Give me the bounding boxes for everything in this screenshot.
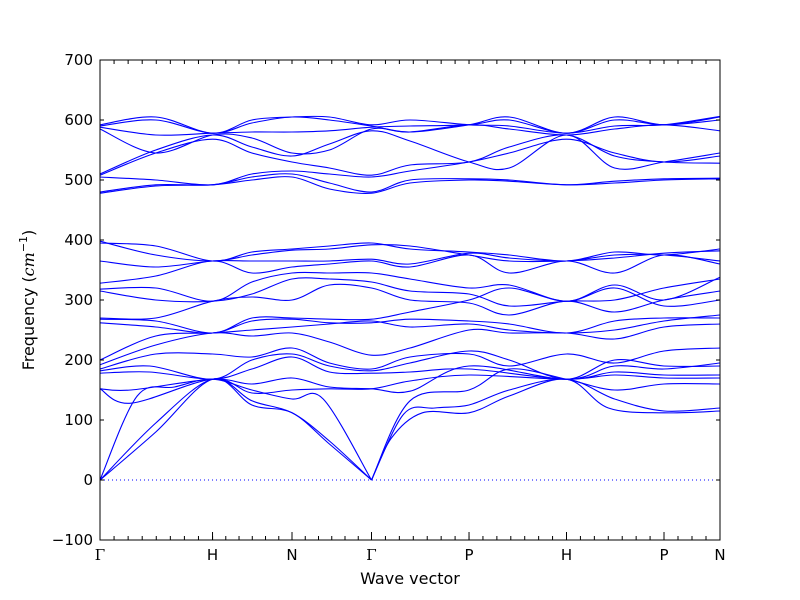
band-line-2 [100,378,372,481]
x-tick-label: Γ [366,546,376,564]
band-line-1 [100,378,372,481]
band-line-5 [371,378,720,481]
x-tick-label: P [465,546,474,564]
band-line-31 [100,115,720,134]
y-tick-label: 300 [64,291,93,309]
band-line-26 [100,134,720,176]
y-tick-label: 0 [83,471,93,489]
plot-frame [99,59,721,541]
band-line-25 [100,138,720,186]
x-tick-label: H [561,546,572,564]
band-line-18 [100,271,720,302]
x-axis-label: Wave vector [360,569,460,588]
y-axis-unit-exponent: −1 [17,236,30,252]
tick-mark-layer [99,59,721,541]
band-line-22 [100,240,720,263]
y-tick-label: 100 [64,411,93,429]
band-line-15 [100,287,720,334]
y-tick-label: 200 [64,351,93,369]
band-line-11 [100,347,720,370]
band-line-4 [371,378,720,481]
band-series-layer [100,115,720,481]
band-line-27 [100,130,720,175]
y-axis-label: Frequency (cm−1) [17,230,38,371]
y-axis-unit-base: cm [19,252,38,276]
band-line-6 [371,368,720,481]
x-tick-label: P [659,546,668,564]
y-axis-label-text: Frequency [19,288,38,371]
y-tick-label: 500 [64,171,93,189]
x-tick-label: N [714,546,725,564]
y-tick-label: 400 [64,231,93,249]
y-tick-labels: −100 0 100 200 300 400 500 600 700 [52,51,93,549]
y-tick-label: 700 [64,51,93,69]
x-tick-label: N [286,546,297,564]
y-tick-label: 600 [64,111,93,129]
y-tick-label: −100 [52,531,93,549]
x-tick-label: Γ [95,546,105,564]
band-line-10 [100,350,720,380]
x-tick-label: H [207,546,218,564]
